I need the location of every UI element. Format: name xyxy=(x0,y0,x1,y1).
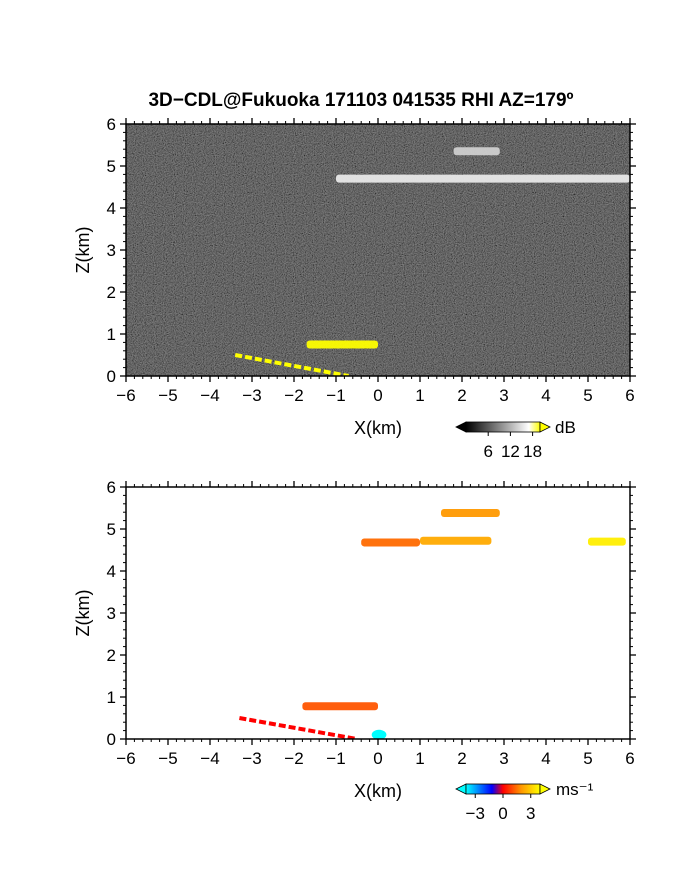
y-tick-label: 3 xyxy=(107,241,116,260)
snr-colorbar-unit: dB xyxy=(555,418,576,437)
colorbar-tick-label: 6 xyxy=(483,442,492,461)
x-tick-label: −4 xyxy=(200,386,219,405)
y-tick-label: 2 xyxy=(107,283,116,302)
x-tick-label: 5 xyxy=(583,749,592,768)
colorbar-tick-label: −3 xyxy=(466,804,485,823)
x-tick-label: 1 xyxy=(415,386,424,405)
figure-title: 3D−CDL@Fukuoka 171103 041535 RHI AZ=179º xyxy=(148,90,573,111)
x-tick-label: 3 xyxy=(499,386,508,405)
velocity-y-axis-label: Z(km) xyxy=(73,590,93,637)
x-tick-label: 4 xyxy=(541,386,550,405)
snr-noise-texture xyxy=(126,124,630,376)
velocity-colorbar-left-arrow xyxy=(455,783,467,795)
velocity-colorbar-gradient xyxy=(465,783,541,795)
x-tick-label: 3 xyxy=(499,749,508,768)
x-tick-label: 2 xyxy=(457,386,466,405)
x-tick-label: −6 xyxy=(116,386,135,405)
x-tick-label: −2 xyxy=(284,749,303,768)
y-tick-label: 1 xyxy=(107,325,116,344)
snr-colorbar-left-arrow xyxy=(455,421,467,433)
snr-axis-ticks: −6 −5 −4 −3 −2 −1 0 1 2 3 4 5 6 0 1 2 3 4 5 6 xyxy=(107,115,636,405)
x-tick-label: 0 xyxy=(373,749,382,768)
snr-colorbar-gradient xyxy=(465,421,541,433)
x-tick-label: 4 xyxy=(541,749,550,768)
feature-cloud-layer-east xyxy=(420,536,492,545)
feature-upper-patch xyxy=(441,509,500,518)
feature-cloud-layer-west xyxy=(361,538,420,547)
x-tick-label: −6 xyxy=(116,749,135,768)
velocity-panel: −6 −5 −4 −3 −2 −1 0 1 2 3 4 5 6 0 1 2 3 4 5 6 X(km) Z(km) −… xyxy=(73,478,636,823)
x-tick-label: 5 xyxy=(583,386,592,405)
x-tick-label: −5 xyxy=(158,749,177,768)
feature-aerosol-layer xyxy=(306,340,378,349)
y-tick-label: 4 xyxy=(107,562,116,581)
feature-ground-echo xyxy=(234,353,349,376)
x-tick-label: 6 xyxy=(625,749,634,768)
y-tick-label: 4 xyxy=(107,199,116,218)
y-tick-label: 5 xyxy=(107,157,116,176)
y-tick-label: 0 xyxy=(107,367,116,386)
velocity-x-axis-label: X(km) xyxy=(354,781,402,801)
snr-colorbar-right-arrow xyxy=(539,421,551,433)
velocity-colorbar: −3 0 3 ms⁻¹ xyxy=(455,780,594,823)
y-tick-label: 6 xyxy=(107,478,116,497)
feature-aerosol-layer xyxy=(302,702,378,711)
snr-colorbar-ticks: 6 12 18 xyxy=(483,432,542,461)
colorbar-tick-label: 18 xyxy=(523,442,542,461)
snr-echo-layer xyxy=(234,147,630,376)
snr-x-axis-label: X(km) xyxy=(354,418,402,438)
y-tick-label: 5 xyxy=(107,520,116,539)
y-tick-label: 2 xyxy=(107,646,116,665)
feature-upper-patch xyxy=(453,147,500,156)
velocity-axis-ticks: −6 −5 −4 −3 −2 −1 0 1 2 3 4 5 6 0 1 2 3 4 5 6 xyxy=(107,478,636,768)
velocity-background xyxy=(126,487,630,739)
snr-y-axis-label: Z(km) xyxy=(73,227,93,274)
velocity-colorbar-unit: ms⁻¹ xyxy=(556,780,594,799)
feature-cloud-layer-far-east xyxy=(588,537,626,546)
x-tick-label: −5 xyxy=(158,386,177,405)
colorbar-tick-label: 12 xyxy=(501,442,520,461)
x-tick-label: 1 xyxy=(415,749,424,768)
snr-colorbar: 6 12 18 dB xyxy=(455,418,576,461)
feature-near-ground-echo xyxy=(371,729,387,739)
x-tick-label: 6 xyxy=(625,386,634,405)
x-tick-label: −1 xyxy=(326,386,345,405)
x-tick-label: −3 xyxy=(242,749,261,768)
colorbar-tick-label: 3 xyxy=(526,804,535,823)
x-tick-label: −3 xyxy=(242,386,261,405)
x-tick-label: 2 xyxy=(457,749,466,768)
velocity-colorbar-right-arrow xyxy=(539,783,551,795)
x-tick-label: −4 xyxy=(200,749,219,768)
x-tick-label: −2 xyxy=(284,386,303,405)
y-tick-label: 0 xyxy=(107,730,116,749)
y-tick-label: 1 xyxy=(107,688,116,707)
feature-cloud-layer xyxy=(336,174,630,183)
y-tick-label: 3 xyxy=(107,604,116,623)
x-tick-label: −1 xyxy=(326,749,345,768)
velocity-colorbar-ticks: −3 0 3 xyxy=(466,794,535,823)
velocity-echo-layer xyxy=(239,509,626,739)
y-tick-label: 6 xyxy=(107,115,116,134)
colorbar-tick-label: 0 xyxy=(498,804,507,823)
x-tick-label: 0 xyxy=(373,386,382,405)
